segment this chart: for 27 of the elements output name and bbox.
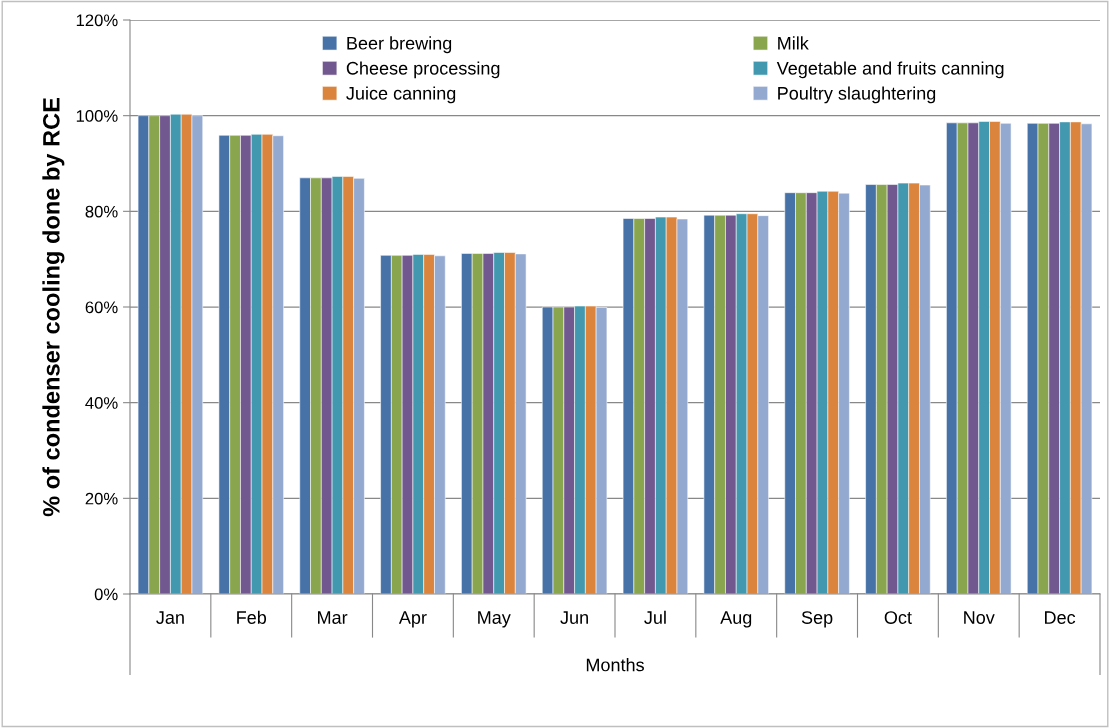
- legend-label: Poultry slaughtering: [778, 86, 936, 104]
- legend-label: Beer brewing: [347, 36, 452, 54]
- y-tick-label: 40%: [85, 397, 118, 409]
- y-tick-label: 60%: [85, 301, 118, 314]
- x-tick-label: Jan: [156, 611, 184, 624]
- x-tick-label: Jul: [644, 610, 666, 624]
- x-tick-label: Dec: [1045, 611, 1076, 624]
- x-tick-label: Sep: [801, 611, 833, 628]
- legend-label: Juice canning: [346, 86, 456, 104]
- legend-label: Vegetable and fruits canning: [776, 61, 1004, 79]
- x-tick-label: Nov: [964, 611, 995, 624]
- x-tick-label: Apr: [398, 611, 427, 628]
- x-tick-label: Feb: [237, 610, 267, 624]
- y-axis-title: % of condenser cooling done by RCE: [42, 98, 65, 517]
- y-tick-label: 100%: [76, 110, 118, 122]
- y-tick-label: 80%: [85, 205, 118, 218]
- x-axis-title: Months: [586, 658, 644, 672]
- y-tick-label: 120%: [76, 14, 118, 27]
- y-tick-label: 0%: [94, 588, 118, 601]
- x-tick-label: Aug: [720, 611, 752, 628]
- x-tick-label: Jun: [560, 611, 588, 624]
- x-tick-label: May: [478, 611, 511, 628]
- legend-label: Milk: [778, 36, 809, 50]
- x-tick-label: Mar: [318, 611, 348, 624]
- x-tick-label: Oct: [884, 611, 912, 624]
- legend-label: Cheese processing: [346, 61, 500, 79]
- y-tick-label: 20%: [85, 492, 118, 505]
